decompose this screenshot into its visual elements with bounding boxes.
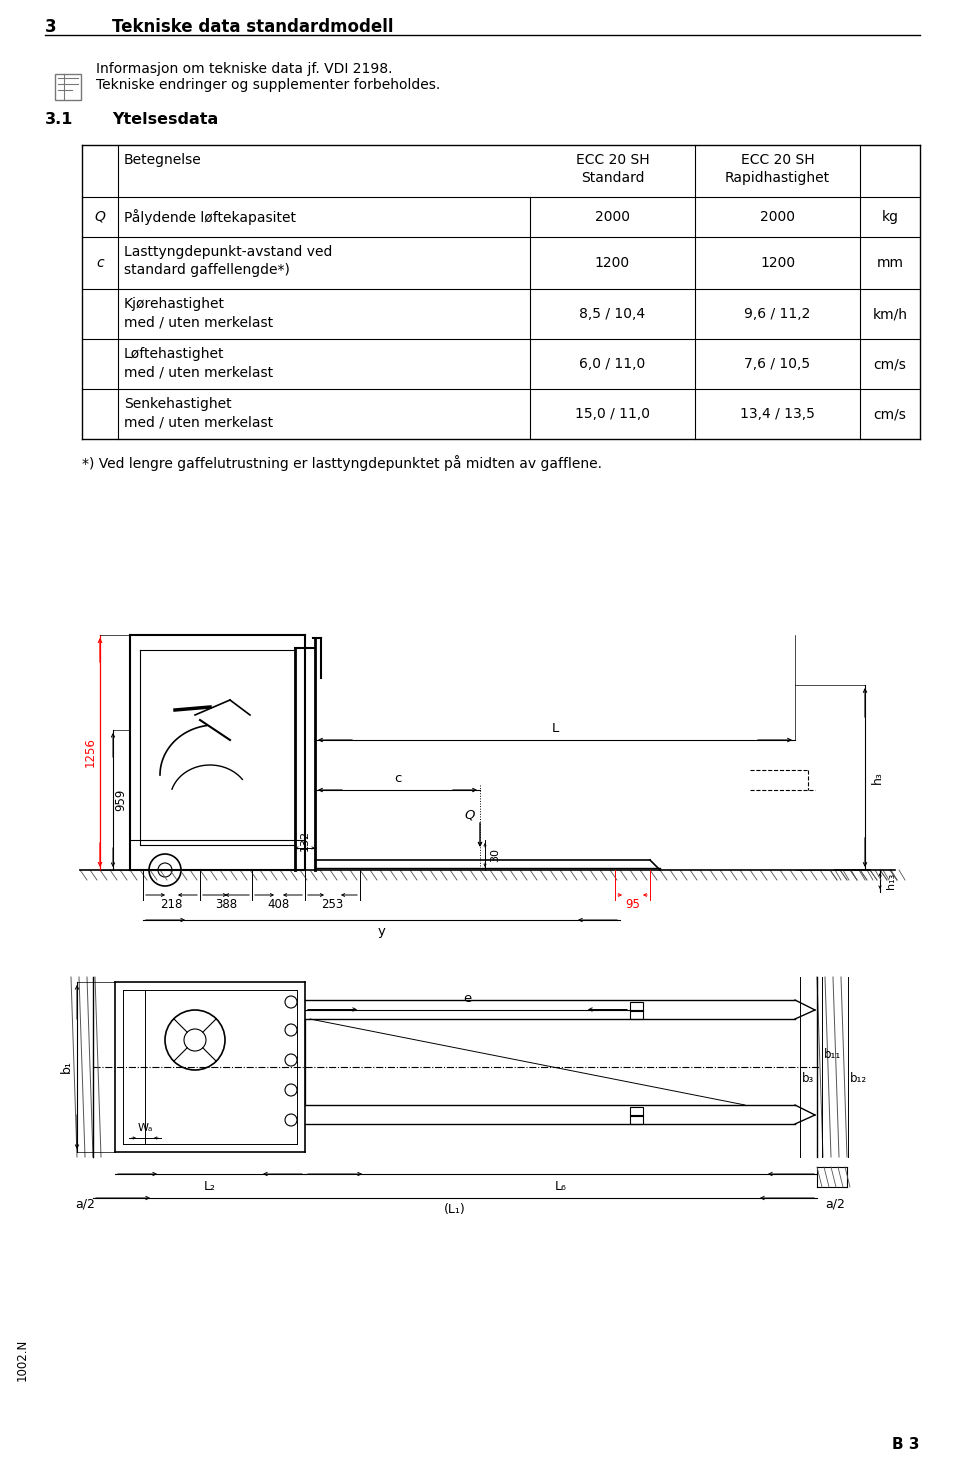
Text: 3.1: 3.1 (45, 112, 73, 128)
Text: standard gaffellengde*): standard gaffellengde*) (124, 263, 290, 277)
Text: Rapidhastighet: Rapidhastighet (725, 170, 830, 185)
Text: med / uten merkelast: med / uten merkelast (124, 316, 274, 329)
Text: Standard: Standard (581, 170, 644, 185)
Text: b₁₁: b₁₁ (824, 1048, 841, 1061)
Text: Q: Q (95, 210, 106, 225)
Text: Q: Q (465, 809, 475, 822)
Text: 8,5 / 10,4: 8,5 / 10,4 (580, 307, 645, 321)
Text: 218: 218 (160, 898, 182, 912)
Text: Lasttyngdepunkt-avstand ved: Lasttyngdepunkt-avstand ved (124, 245, 332, 258)
Text: Tekniske data standardmodell: Tekniske data standardmodell (112, 18, 394, 37)
Text: km/h: km/h (873, 307, 907, 321)
Bar (55, 73, 81, 100)
Text: L₂: L₂ (204, 1179, 216, 1192)
Text: Ytelsesdata: Ytelsesdata (112, 112, 218, 128)
Text: ECC 20 SH: ECC 20 SH (576, 153, 649, 167)
Text: Pålydende løftekapasitet: Pålydende løftekapasitet (124, 208, 296, 225)
Text: 1200: 1200 (760, 255, 795, 270)
Text: (L₁): (L₁) (444, 1204, 466, 1217)
Text: mm: mm (876, 255, 903, 270)
Text: 2000: 2000 (595, 210, 630, 225)
Text: ECC 20 SH: ECC 20 SH (741, 153, 814, 167)
Text: 1200: 1200 (595, 255, 630, 270)
Text: med / uten merkelast: med / uten merkelast (124, 415, 274, 429)
Text: cm/s: cm/s (874, 407, 906, 421)
Text: 13,4 / 13,5: 13,4 / 13,5 (740, 407, 815, 421)
Bar (630, 1003, 643, 1011)
Text: 15,0 / 11,0: 15,0 / 11,0 (575, 407, 650, 421)
Text: h₃: h₃ (871, 771, 883, 784)
Text: 2000: 2000 (760, 210, 795, 225)
Text: 7,6 / 10,5: 7,6 / 10,5 (744, 357, 810, 371)
Text: b₃: b₃ (802, 1073, 814, 1085)
Text: h₁₃: h₁₃ (886, 873, 896, 890)
Text: 95: 95 (625, 898, 640, 912)
Text: Kjørehastighet: Kjørehastighet (124, 297, 225, 311)
Text: c: c (394, 772, 401, 784)
Text: Informasjon om tekniske data jf. VDI 2198.: Informasjon om tekniske data jf. VDI 219… (96, 62, 393, 76)
Bar (630, 1010, 643, 1019)
Bar (630, 1107, 643, 1116)
Text: 1002.N: 1002.N (15, 1339, 29, 1381)
Text: b₁₂: b₁₂ (850, 1073, 867, 1085)
Text: 6,0 / 11,0: 6,0 / 11,0 (580, 357, 646, 371)
Text: 30: 30 (490, 849, 500, 862)
Bar (630, 1116, 643, 1124)
Text: 132: 132 (300, 829, 310, 850)
Text: e: e (464, 992, 471, 1006)
Text: 253: 253 (322, 898, 344, 912)
Text: B 3: B 3 (893, 1437, 920, 1452)
Text: Betegnelse: Betegnelse (124, 153, 202, 167)
Text: c: c (96, 255, 104, 270)
Text: 408: 408 (268, 898, 290, 912)
Text: 3: 3 (45, 18, 57, 37)
Text: Senkehastighet: Senkehastighet (124, 396, 231, 411)
Text: b₁: b₁ (60, 1060, 73, 1073)
Text: Løftehastighet: Løftehastighet (124, 346, 225, 361)
Text: kg: kg (881, 210, 899, 225)
Text: L: L (551, 721, 559, 734)
Text: y: y (377, 925, 385, 938)
Text: cm/s: cm/s (874, 357, 906, 371)
Text: L₆: L₆ (555, 1179, 567, 1192)
Text: Tekniske endringer og supplementer forbeholdes.: Tekniske endringer og supplementer forbe… (96, 78, 441, 92)
Text: med / uten merkelast: med / uten merkelast (124, 366, 274, 379)
Text: *) Ved lengre gaffelutrustning er lasttyngdepunktet på midten av gafflene.: *) Ved lengre gaffelutrustning er lastty… (82, 455, 602, 471)
Text: 959: 959 (114, 788, 128, 812)
Text: 1256: 1256 (84, 737, 97, 768)
Text: a/2: a/2 (825, 1198, 845, 1211)
Text: a/2: a/2 (75, 1198, 95, 1211)
Text: 9,6 / 11,2: 9,6 / 11,2 (744, 307, 810, 321)
Text: 388: 388 (215, 898, 237, 912)
Text: Wₐ: Wₐ (137, 1123, 153, 1133)
